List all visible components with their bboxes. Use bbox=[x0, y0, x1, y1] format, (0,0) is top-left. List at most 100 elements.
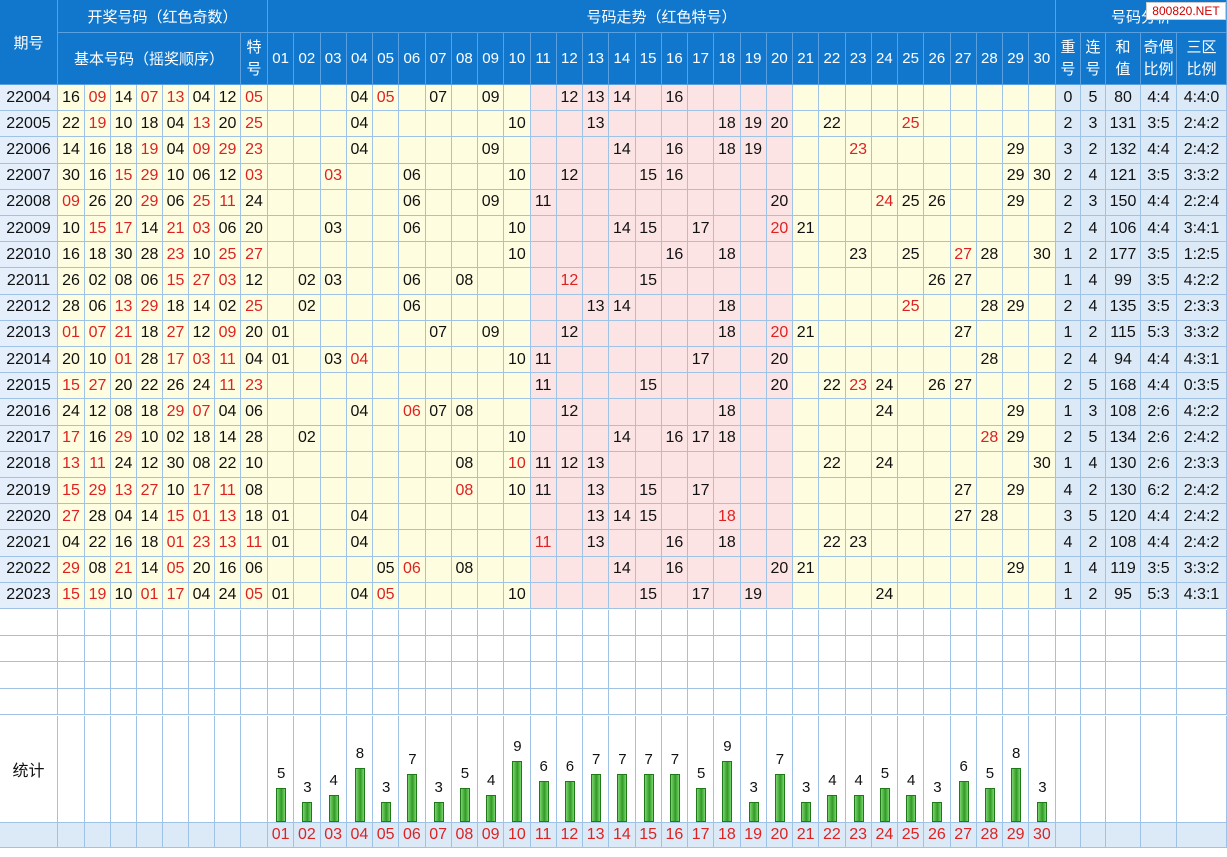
count-bar-29 bbox=[1011, 767, 1022, 822]
trend-cell bbox=[845, 504, 872, 531]
trend-cell bbox=[898, 582, 925, 609]
basic-number: 06 bbox=[137, 268, 163, 295]
footer-number-09: 09 bbox=[478, 823, 505, 848]
zone-ratio: 4:3:1 bbox=[1177, 582, 1227, 609]
trend-cell bbox=[845, 582, 872, 609]
period-cell: 22006 bbox=[0, 137, 58, 164]
empty-cell bbox=[924, 662, 951, 689]
trend-cell bbox=[924, 163, 951, 190]
trend-cell bbox=[478, 478, 505, 505]
trend-cell bbox=[399, 85, 426, 112]
empty-cell bbox=[1177, 609, 1227, 636]
empty-cell bbox=[871, 635, 898, 663]
count-label-01: 5 bbox=[276, 765, 286, 782]
basic-number: 03 bbox=[215, 268, 241, 295]
trend-cell bbox=[740, 399, 767, 426]
count-bar-03 bbox=[328, 794, 339, 822]
trend-cell bbox=[950, 294, 977, 321]
trend-cell bbox=[793, 530, 820, 557]
trend-cell bbox=[425, 294, 452, 321]
trend-cell bbox=[845, 111, 872, 138]
trend-cell bbox=[425, 504, 452, 531]
basic-number: 17 bbox=[163, 582, 189, 609]
trend-cell bbox=[898, 163, 925, 190]
trend-cell: 08 bbox=[451, 268, 478, 295]
trend-cell bbox=[766, 268, 793, 295]
trend-cell bbox=[740, 373, 767, 400]
trend-cell bbox=[871, 111, 898, 138]
trend-cell: 11 bbox=[530, 347, 557, 374]
trend-cell bbox=[478, 530, 505, 557]
empty-cell bbox=[215, 609, 241, 636]
empty-cell bbox=[1177, 688, 1227, 716]
trend-cell bbox=[924, 504, 951, 531]
trend-cell bbox=[346, 163, 373, 190]
empty-cell bbox=[661, 635, 688, 663]
trend-cell bbox=[688, 399, 715, 426]
trend-cell bbox=[950, 216, 977, 243]
trend-cell bbox=[425, 347, 452, 374]
trend-cell bbox=[530, 163, 557, 190]
empty-cell bbox=[845, 609, 872, 636]
odd-even-ratio: 3:5 bbox=[1141, 556, 1177, 583]
trend-cell bbox=[898, 399, 925, 426]
trend-cell bbox=[451, 425, 478, 452]
empty-cell bbox=[688, 609, 715, 636]
basic-number: 06 bbox=[189, 163, 215, 190]
footer-empty-cell bbox=[1106, 823, 1141, 848]
period-cell: 22021 bbox=[0, 530, 58, 557]
trend-cell bbox=[504, 530, 531, 557]
count-bar-01 bbox=[276, 788, 287, 822]
trend-cell bbox=[373, 242, 400, 269]
empty-cell bbox=[1141, 609, 1177, 636]
basic-number: 28 bbox=[58, 294, 85, 321]
empty-cell bbox=[793, 688, 820, 716]
trend-cell bbox=[504, 189, 531, 216]
trend-cell: 14 bbox=[609, 85, 636, 112]
trend-header: 号码走势（红色特号） bbox=[268, 0, 1056, 33]
trend-cell bbox=[635, 320, 662, 347]
trend-cell bbox=[793, 294, 820, 321]
trend-cell bbox=[976, 451, 1003, 478]
trend-cell: 27 bbox=[950, 478, 977, 505]
trend-cell bbox=[346, 556, 373, 583]
period-cell: 22023 bbox=[0, 582, 58, 609]
zone-ratio: 2:4:2 bbox=[1177, 530, 1227, 557]
trend-cell bbox=[556, 582, 583, 609]
empty-cell bbox=[766, 662, 793, 689]
trend-cell: 14 bbox=[609, 294, 636, 321]
empty-cell bbox=[320, 609, 347, 636]
trend-cell bbox=[898, 320, 925, 347]
zone-ratio: 4:4:0 bbox=[1177, 85, 1227, 112]
odd-even-ratio: 3:5 bbox=[1141, 242, 1177, 269]
basic-number: 04 bbox=[189, 582, 215, 609]
trend-cell bbox=[819, 582, 846, 609]
stats-empty-cell bbox=[1106, 716, 1141, 823]
stats-empty-cell bbox=[111, 716, 137, 823]
trend-cell bbox=[661, 504, 688, 531]
trend-cell bbox=[819, 294, 846, 321]
empty-cell bbox=[1177, 635, 1227, 663]
zone-ratio: 2:3:3 bbox=[1177, 451, 1227, 478]
count-bar-23 bbox=[853, 794, 864, 822]
repeat-count: 1 bbox=[1056, 242, 1081, 269]
trend-cell bbox=[478, 504, 505, 531]
trend-cell bbox=[425, 373, 452, 400]
trend-cell: 15 bbox=[635, 478, 662, 505]
basic-number: 06 bbox=[215, 216, 241, 243]
basic-number: 09 bbox=[215, 320, 241, 347]
trend-cell bbox=[399, 530, 426, 557]
trend-cell: 23 bbox=[845, 530, 872, 557]
empty-cell bbox=[583, 688, 610, 716]
trend-cell: 20 bbox=[766, 347, 793, 374]
trend-cell bbox=[766, 163, 793, 190]
footer-empty-cell bbox=[1141, 823, 1177, 848]
footer-number-11: 11 bbox=[530, 823, 557, 848]
count-bar-19 bbox=[748, 801, 759, 822]
count-label-28: 5 bbox=[985, 765, 995, 782]
trend-cell bbox=[924, 451, 951, 478]
trend-cell bbox=[635, 556, 662, 583]
empty-cell bbox=[950, 635, 977, 663]
empty-cell bbox=[163, 662, 189, 689]
period-cell: 22004 bbox=[0, 85, 58, 112]
